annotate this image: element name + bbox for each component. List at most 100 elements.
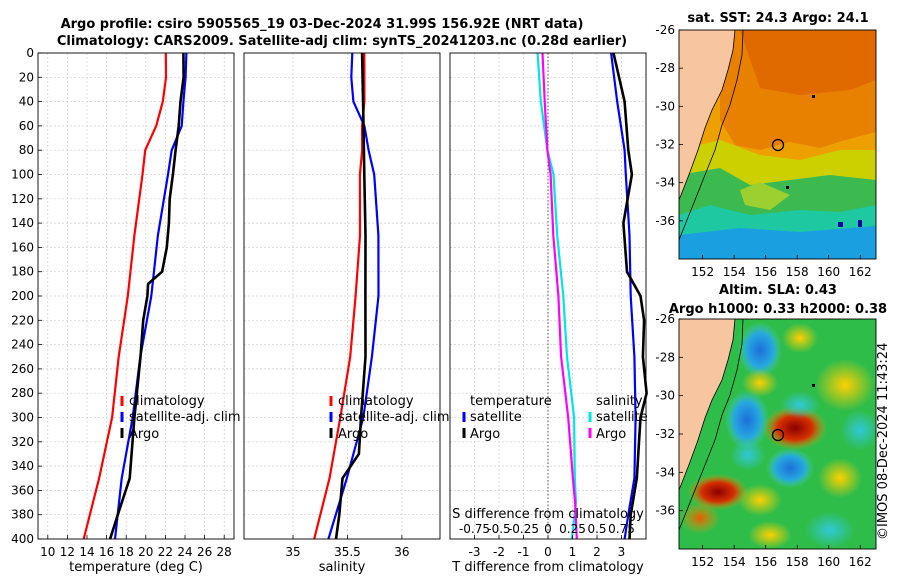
x-tick-label: 22 [158,545,173,559]
imos-watermark: ©IMOS 08-Dec-2024 11:43:24 [876,342,891,540]
map-y-tick-label: -28 [655,350,675,364]
sst-map-title: sat. SST: 24.3 Argo: 24.1 [687,11,868,26]
y-tick-label: 20 [19,70,34,84]
s-diff-tick-label: -0.25 [508,522,539,536]
sst-map: sat. SST: 24.3 Argo: 24.1 152 154 156 158 16… [655,11,877,279]
map-y-tick-label: -26 [655,23,675,37]
x-tick-label: -1 [518,545,530,559]
plot-frame [243,52,441,540]
map-x-tick-label: 154 [723,265,746,279]
x-tick-label: 1 [569,545,577,559]
map-y-tick-label: -32 [655,138,675,152]
sla-map-title-line2: Argo h1000: 0.33 h2000: 0.38 [669,302,887,317]
temperature-panel: 10 12 14 16 18 20 22 24 26 2802040608010012014016… [11,46,235,559]
x-tick-label: 36 [394,545,409,559]
salinity-xlabel: salinity [319,560,366,575]
map-x-tick-label: 158 [786,265,809,279]
map-x-tick-label: 156 [754,265,777,279]
y-tick-label: 60 [19,119,34,133]
x-tick-label: 26 [197,545,212,559]
series-line-t-argo [612,52,648,540]
s-diff-tick-label: 0 [544,522,552,536]
x-tick-label: 28 [217,545,232,559]
salinity-legend: climatology satellite-adj. clim Argo [329,394,450,442]
legend-s-satellite: satellite [596,410,648,425]
map-y-tick-label: -34 [655,176,675,190]
y-tick-label: 220 [11,313,34,327]
map-x-tick-label: 152 [691,265,714,279]
map-y-tick-label: -36 [655,214,675,228]
y-tick-label: 280 [11,386,34,400]
y-tick-label: 100 [11,168,34,182]
map-x-tick-label: 154 [723,555,746,569]
y-tick-label: 260 [11,362,34,376]
difference-inner-xlabel: S difference from climatology [452,507,644,522]
map-y-tick-label: -34 [655,465,675,479]
y-tick-label: 300 [11,411,34,425]
y-tick-label: 160 [11,240,34,254]
map-y-tick-label: -26 [655,312,675,326]
legend-t-argo: Argo [470,427,500,442]
legend-satellite-adj: satellite-adj. clim [129,410,241,425]
y-tick-label: 320 [11,435,34,449]
legend-s-argo: Argo [596,427,626,442]
s-diff-tick-label: 0.25 [559,522,586,536]
map-x-tick-label: 160 [817,265,840,279]
x-tick-label: 35 [285,545,300,559]
y-tick-label: 200 [11,289,34,303]
x-tick-label: 16 [99,545,114,559]
legend-temperature-title: temperature [470,394,552,409]
series-line-s-argo [541,52,578,540]
map-x-tick-label: 156 [754,555,777,569]
series-line-argo [334,52,367,540]
sla-map: Altim. SLA: 0.43 Argo h1000: 0.33 h2000:… [655,283,887,569]
x-tick-label: 18 [119,545,134,559]
map-y-tick-label: -30 [655,99,675,113]
y-tick-label: 40 [19,95,34,109]
series-line-argo [108,52,185,540]
legend-salinity-title: salinity [596,394,643,409]
map-y-tick-label: -30 [655,389,675,403]
map-y-tick-label: -32 [655,427,675,441]
series-line-climatology [82,52,168,540]
x-tick-label: 20 [138,545,153,559]
sst-float-marker [771,138,785,152]
figure-title-line1: Argo profile: csiro 5905565_19 03-Dec-20… [61,17,584,32]
legend-t-satellite: satellite [470,410,522,425]
series-line-t-satellite [610,52,637,540]
series-line-satellite-adj-clim [113,52,188,540]
y-tick-label: 0 [26,46,34,60]
x-tick-label: 12 [60,545,75,559]
figure-title-line2: Climatology: CARS2009. Satellite-adj cli… [57,34,627,49]
difference-panel: -3 -2 -1 0 1 2 3 -0.75-0.5-0.25 0 0.25 0.5 0.75 [449,52,648,559]
y-tick-label: 80 [19,143,34,157]
sla-float-marker [771,428,785,442]
x-tick-label: 10 [40,545,55,559]
y-tick-label: 400 [11,532,34,546]
map-x-tick-label: 162 [849,265,872,279]
x-tick-label: 35.5 [334,545,361,559]
y-tick-label: 340 [11,459,34,473]
x-tick-label: 2 [593,545,601,559]
difference-legend: temperature satellite Argo salinity sate… [462,394,648,442]
y-tick-label: 380 [11,508,34,522]
x-tick-label: 0 [544,545,552,559]
map-y-tick-label: -36 [655,504,675,518]
x-tick-label: 3 [618,545,626,559]
map-x-tick-label: 160 [817,555,840,569]
salinity-panel: 35 35.5 36 [243,52,441,559]
map-x-tick-label: 162 [849,555,872,569]
y-tick-label: 120 [11,192,34,206]
s-diff-tick-label: 0.75 [608,522,635,536]
map-x-tick-label: 158 [786,555,809,569]
legend-argo: Argo [338,427,368,442]
x-tick-label: -2 [493,545,505,559]
legend-argo: Argo [129,427,159,442]
difference-xlabel: T difference from climatology [451,560,644,575]
legend-satellite-adj: satellite-adj. clim [338,410,450,425]
map-y-tick-label: -28 [655,61,675,75]
y-tick-label: 360 [11,483,34,497]
sla-map-title-line1: Altim. SLA: 0.43 [719,283,837,298]
s-diff-tick-label: 0.5 [587,522,606,536]
